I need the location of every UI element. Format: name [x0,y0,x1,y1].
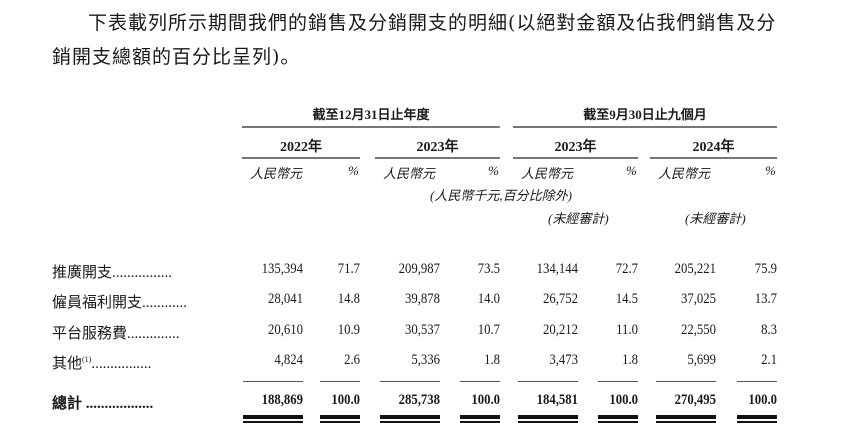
table-cell: 30,537 [404,322,440,338]
group-header-year: 截至12月31日止年度 [312,107,430,122]
subtotal-rule [598,381,638,382]
table-cell: 11.0 [616,322,638,338]
double-rule [460,415,500,423]
row-label: 平台服務費.............. [52,326,180,342]
unit-amount: 人民幣元 [383,166,436,181]
leader-dots: .................. [82,396,154,412]
double-rule [737,415,777,423]
unit-amount: 人民幣元 [658,166,711,181]
total-cell: 188,869 [261,392,303,408]
row-label: 推廣開支................ [52,265,173,281]
table-cell: 209,987 [398,261,440,277]
double-rule [380,415,440,423]
subtotal-rule [243,381,303,382]
table-cell: 1.8 [622,352,638,368]
unaudited-note: (未經審計) [685,211,746,226]
table-cell: 1.8 [484,352,500,368]
total-cell: 100.0 [609,392,638,408]
table-cell: 10.9 [337,322,360,338]
subtotal-rule [737,381,777,382]
table-cell: 2.1 [761,352,777,368]
table-cell: 8.3 [761,322,777,338]
leader-dots: ................ [112,265,173,281]
table-cell: 37,025 [680,291,716,307]
unit-note: (人民幣千元,百分比除外) [430,188,572,203]
table-cell: 26,752 [542,291,578,307]
divider [242,126,500,128]
table-cell: 13.7 [754,291,777,307]
divider [513,157,638,159]
table-cell: 2.6 [344,352,360,368]
group-header-nine-months: 截至9月30日止九個月 [583,107,707,122]
unit-amount: 人民幣元 [250,166,303,181]
table-cell: 28,041 [267,291,303,307]
double-rule [656,415,716,423]
total-cell: 100.0 [748,392,777,408]
table-cell: 10.7 [477,322,500,338]
table-cell: 20,212 [542,322,578,338]
intro-line-1: 下表載列所示期間我們的銷售及分銷開支的明細(以絕對金額及佔我們銷售及分 [88,12,777,34]
total-cell: 184,581 [536,392,578,408]
subtotal-rule [380,381,440,382]
subtotal-rule [460,381,500,382]
double-rule [518,415,578,423]
year-header: 2023年 [554,140,597,155]
year-header: 2022年 [280,140,322,155]
unit-amount: 人民幣元 [521,166,574,181]
total-cell: 285,738 [398,392,440,408]
subtotal-rule [518,381,578,382]
total-label: 總計 .................. [52,396,154,412]
total-cell: 100.0 [331,392,360,408]
unit-percent: % [765,163,776,178]
year-header: 2023年 [416,140,459,155]
leader-dots: ................ [91,356,152,372]
double-rule [243,415,303,423]
double-rule [320,415,360,423]
table-cell: 14.5 [615,291,638,307]
leader-dots: .............. [127,326,180,342]
footnote-marker: (1) [82,355,92,364]
unit-percent: % [488,163,499,178]
divider [513,126,777,128]
table-cell: 205,221 [674,261,716,277]
table-cell: 5,336 [411,352,440,368]
table-cell: 14.8 [337,291,360,307]
divider [650,157,777,159]
year-header: 2024年 [692,140,735,155]
table-cell: 135,394 [261,261,303,277]
table-cell: 39,878 [404,291,440,307]
divider [375,157,500,159]
table-cell: 3,473 [549,352,578,368]
unit-percent: % [348,163,359,178]
table-cell: 20,610 [267,322,303,338]
unit-percent: % [626,163,637,178]
subtotal-rule [656,381,716,382]
intro-line-2: 銷開支總額的百分比呈列)。 [52,46,301,68]
table-cell: 14.0 [477,291,500,307]
table-cell: 75.9 [754,261,777,277]
unaudited-note: (未經審計) [548,211,609,226]
table-cell: 71.7 [337,261,360,277]
row-label: 其他(1)................ [52,355,152,372]
table-cell: 72.7 [615,261,638,277]
table-cell: 4,824 [274,352,303,368]
divider [242,157,360,159]
table-cell: 73.5 [477,261,500,277]
table-cell: 5,699 [687,352,716,368]
total-cell: 100.0 [471,392,500,408]
row-label: 僱員福利開支............ [52,295,188,311]
leader-dots: ............ [142,295,188,311]
total-cell: 270,495 [674,392,716,408]
double-rule [598,415,638,423]
subtotal-rule [320,381,360,382]
table-cell: 22,550 [680,322,716,338]
table-cell: 134,144 [536,261,578,277]
